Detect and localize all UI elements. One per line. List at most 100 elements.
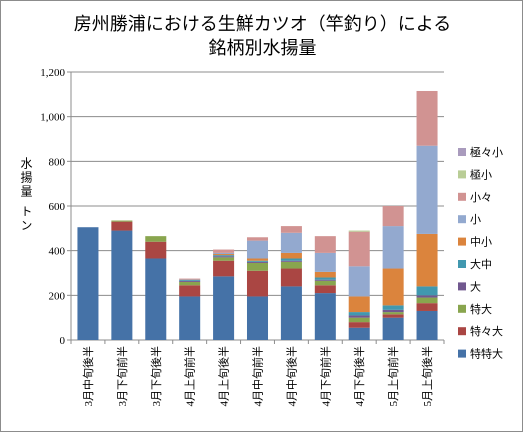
- bar-segment: [213, 256, 235, 258]
- bar-segment: [416, 145, 438, 234]
- bar-segment: [246, 260, 269, 262]
- x-tick-label: 3月中旬後半: [81, 346, 95, 407]
- bar-segment: [382, 206, 404, 227]
- bar-segment: [145, 236, 167, 242]
- legend-swatch: [458, 170, 466, 179]
- bar-segment: [314, 280, 336, 286]
- bar-segment: [213, 255, 235, 257]
- bar-segment: [348, 312, 370, 316]
- bar-segment: [416, 286, 438, 296]
- legend-label: 極々小: [470, 145, 503, 159]
- bar-segment: [382, 226, 404, 269]
- x-tick-label: 3月下旬前半: [115, 346, 129, 407]
- bar-segment: [348, 327, 370, 340]
- y-tick-label: 1,000: [40, 112, 65, 124]
- chart-title-line-2: 銘柄別水揚量: [208, 38, 317, 59]
- chart-title-line-1: 房州勝浦における生鮮カツオ（竿釣り）による: [73, 14, 452, 35]
- bar-segment: [382, 314, 404, 318]
- x-tick-label: 4月上旬後半: [217, 346, 231, 407]
- bar-segment: [382, 305, 404, 310]
- legend-label: 特々大: [470, 324, 503, 338]
- y-tick-label: 800: [49, 156, 66, 168]
- legend-swatch: [458, 304, 466, 313]
- bar-segment: [416, 233, 438, 287]
- bar-segment: [280, 252, 302, 259]
- bar-segment: [348, 231, 370, 267]
- x-tick-label: 4月下旬前半: [318, 346, 332, 407]
- legend-label: 小: [470, 213, 481, 226]
- bar-segment: [179, 279, 201, 281]
- bar-segment: [213, 252, 235, 255]
- bar-segment: [314, 285, 336, 294]
- bar-segment: [145, 258, 167, 340]
- legend-swatch: [458, 192, 466, 201]
- bar-segment: [416, 90, 438, 146]
- legend-label: 特特大: [470, 347, 503, 361]
- bar-segment: [213, 257, 235, 261]
- bar-segment: [416, 295, 438, 298]
- legend-swatch: [458, 282, 466, 291]
- bar-segment: [382, 317, 404, 340]
- bar-segment: [77, 227, 99, 340]
- x-tick-label: 3月下旬後半: [149, 346, 163, 407]
- legend-label: 中小: [470, 236, 492, 249]
- x-tick-label: 5月上旬後半: [420, 346, 434, 407]
- bar-segment: [179, 281, 201, 286]
- bar-segment: [111, 220, 133, 222]
- y-tick-label: 200: [49, 290, 66, 302]
- x-tick-label: 4月上旬前半: [183, 346, 197, 407]
- legend-label: 大中: [470, 257, 492, 271]
- bar-segment: [382, 309, 404, 313]
- x-tick-label: 4月下旬後半: [352, 346, 366, 407]
- bar-segment: [314, 279, 336, 281]
- bar-segment: [382, 312, 404, 315]
- bar-segment: [348, 266, 370, 297]
- bar-segment: [246, 262, 269, 271]
- bar-segment: [280, 268, 302, 287]
- bar-segment: [246, 240, 269, 259]
- x-tick-label: 4月中旬前半: [251, 346, 265, 407]
- bar-segment: [416, 297, 438, 304]
- legend-swatch: [458, 148, 466, 156]
- bar-segment: [382, 268, 404, 306]
- bar-segment: [348, 317, 370, 323]
- bar-segment: [280, 226, 302, 233]
- legend-swatch: [458, 349, 466, 358]
- bar-segment: [179, 285, 201, 297]
- bar-segment: [348, 315, 370, 318]
- bar-segment: [246, 296, 269, 340]
- bar-segment: [213, 260, 235, 277]
- bar-segment: [314, 293, 336, 340]
- bar-segment: [179, 278, 201, 280]
- y-axis-label: 水揚量 トン: [19, 157, 33, 233]
- bar-segment: [213, 254, 235, 256]
- bar-segment: [280, 260, 302, 262]
- legend-label: 極小: [470, 167, 492, 181]
- bar-segment: [314, 252, 336, 272]
- bar-segment: [111, 230, 133, 340]
- bar-segment: [246, 237, 269, 241]
- bar-segment: [348, 230, 370, 232]
- bar-segment: [213, 249, 235, 253]
- bar-segment: [246, 261, 269, 263]
- y-tick-label: 0: [60, 335, 66, 347]
- bar-segment: [314, 277, 336, 280]
- legend-swatch: [458, 260, 466, 268]
- y-tick-label: 400: [49, 246, 66, 258]
- bar-segment: [348, 322, 370, 328]
- bar-segment: [213, 276, 235, 340]
- bar-segment: [145, 241, 167, 259]
- bar-segment: [179, 280, 201, 282]
- bar-segment: [280, 232, 302, 253]
- bar-segment: [280, 286, 302, 340]
- bar-segment: [314, 271, 336, 278]
- bar-segment: [416, 310, 438, 340]
- legend-label: 大: [470, 279, 481, 293]
- legend-swatch: [458, 215, 466, 224]
- bar-segment: [280, 258, 302, 261]
- bar-segment: [111, 221, 133, 231]
- bar-segment: [416, 303, 438, 311]
- bar-segment: [246, 270, 269, 297]
- chart-title: 房州勝浦における生鮮カツオ（竿釣り）による 銘柄別水揚量: [1, 13, 523, 61]
